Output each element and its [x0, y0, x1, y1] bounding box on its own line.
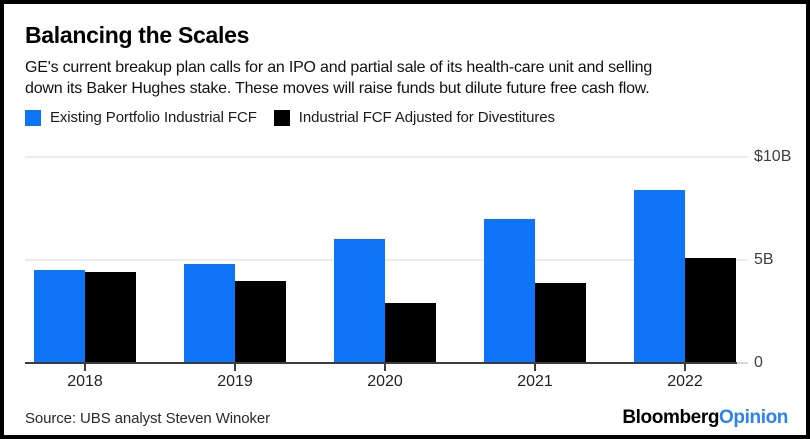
logo-opinion-text: Opinion — [719, 407, 788, 428]
x-tick — [234, 364, 236, 371]
source-note: Source: UBS analyst Steven Winoker — [25, 410, 271, 427]
bloomberg-opinion-logo: BloombergOpinion — [622, 407, 788, 429]
bar — [334, 239, 385, 363]
x-axis-stub — [737, 362, 748, 364]
bar — [634, 190, 685, 363]
bar — [385, 303, 436, 363]
legend-swatch-blue — [25, 109, 41, 126]
legend-swatch-black — [273, 109, 290, 126]
legend-label: Industrial FCF Adjusted for Divestitures — [298, 109, 555, 126]
bar — [235, 281, 286, 363]
x-tick-label: 2018 — [67, 373, 103, 390]
bar — [484, 219, 535, 363]
x-axis-line — [25, 362, 737, 364]
chart-subtitle-line-2: down its Baker Hughes stake. These moves… — [25, 80, 650, 97]
y-tick-label: $10B — [754, 148, 792, 165]
bar — [34, 270, 85, 363]
x-tick-label: 2019 — [217, 373, 253, 390]
gridline — [25, 156, 748, 158]
chart-subtitle: GE's current breakup plan calls for an I… — [25, 57, 790, 99]
y-tick-label: 5B — [754, 251, 774, 268]
gridline — [25, 259, 748, 261]
legend-item-existing-portfolio: Existing Portfolio Industrial FCF — [25, 109, 257, 126]
bar — [535, 283, 586, 363]
legend-label: Existing Portfolio Industrial FCF — [50, 109, 257, 126]
bar — [85, 272, 136, 363]
chart-legend: Existing Portfolio Industrial FCF Indust… — [25, 109, 555, 126]
page-title: Balancing the Scales — [25, 22, 250, 48]
x-tick-label: 2020 — [367, 373, 403, 390]
x-tick-label: 2022 — [667, 373, 703, 390]
x-tick — [384, 364, 386, 371]
chart-subtitle-line-1: GE's current breakup plan calls for an I… — [25, 59, 653, 76]
y-tick-label: 0 — [754, 354, 763, 371]
logo-bloomberg-text: Bloomberg — [622, 407, 720, 428]
x-tick — [84, 364, 86, 371]
bar — [685, 258, 736, 363]
x-tick — [684, 364, 686, 371]
bar — [184, 264, 235, 363]
x-tick-label: 2021 — [517, 373, 553, 390]
legend-item-adjusted-divestitures: Industrial FCF Adjusted for Divestitures — [273, 109, 555, 126]
x-tick — [534, 364, 536, 371]
